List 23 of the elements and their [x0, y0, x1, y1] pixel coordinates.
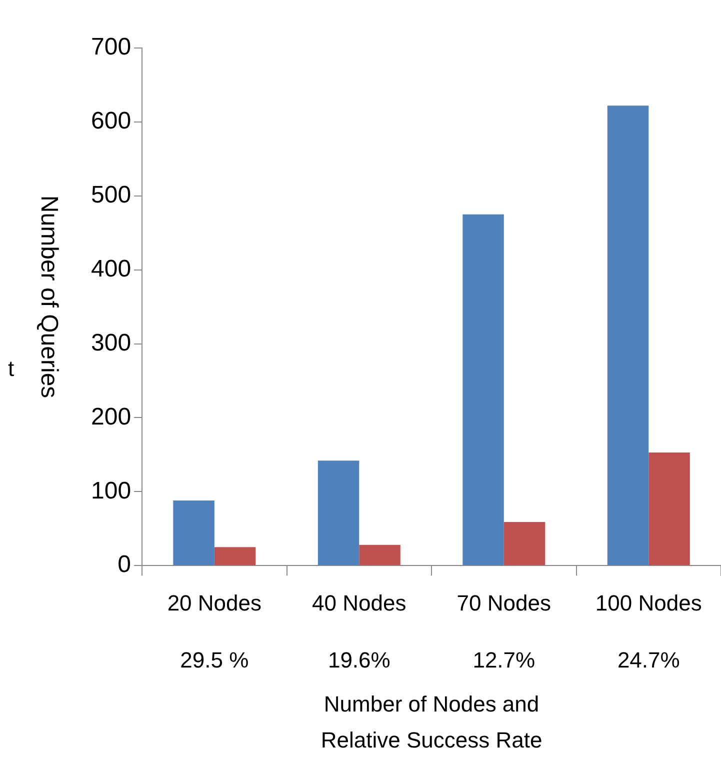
y-tick-label: 700	[90, 34, 132, 61]
bar	[173, 500, 214, 566]
text: t	[8, 356, 14, 382]
y-tick-label: 300	[90, 329, 132, 356]
text: Number of Nodes and Relative Success Rate	[320, 692, 542, 753]
category-label: 70 Nodes 12.7%	[456, 590, 551, 672]
y-tick-label: 0	[118, 551, 132, 578]
bar	[318, 460, 360, 566]
y-tick-label: 500	[90, 182, 132, 209]
category-label: 40 Nodes 19.6%	[312, 590, 406, 672]
y-tick-label: 100	[90, 477, 132, 504]
bar	[214, 547, 256, 566]
category-label: 100 Nodes 24.7%	[595, 590, 702, 672]
bar	[607, 106, 649, 566]
y-tick-label: 600	[90, 108, 132, 135]
y-tick-label: 400	[90, 255, 132, 282]
bar	[648, 452, 690, 566]
y-tick-label: 200	[90, 403, 132, 430]
bar	[462, 214, 504, 566]
y-axis-title: Number of Queries	[35, 195, 62, 398]
category-label: 20 Nodes 29.5 %	[167, 590, 262, 672]
bar	[504, 522, 546, 566]
bar	[359, 544, 400, 566]
